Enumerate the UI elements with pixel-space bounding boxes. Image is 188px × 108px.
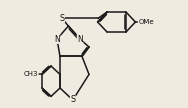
- Text: N: N: [77, 34, 83, 44]
- Text: S: S: [59, 14, 64, 23]
- Text: N: N: [54, 34, 60, 44]
- Text: S: S: [70, 95, 75, 105]
- Text: CH3: CH3: [24, 71, 38, 77]
- Text: OMe: OMe: [138, 19, 154, 25]
